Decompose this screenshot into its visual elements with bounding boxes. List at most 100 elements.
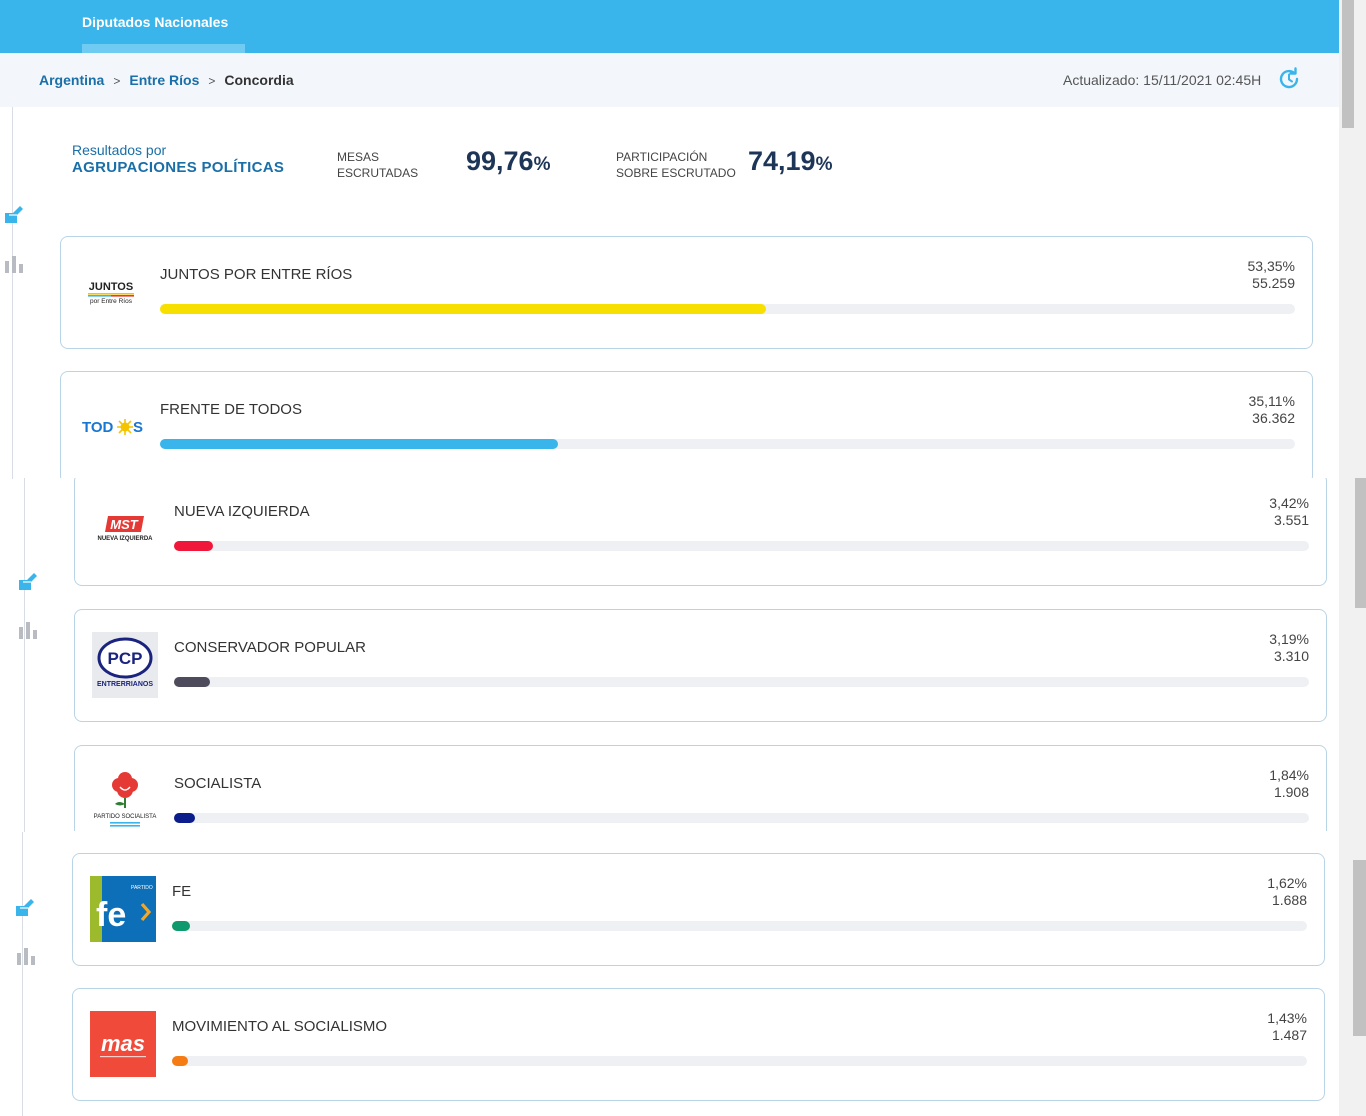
party-percent: 3,42% xyxy=(1269,495,1309,511)
bar-chart-icon[interactable] xyxy=(17,619,39,641)
party-card[interactable]: MST NUEVA IZQUIERDA NUEVA IZQUIERDA 3,42… xyxy=(74,478,1327,586)
party-result: 53,35% 55.259 xyxy=(1248,258,1295,292)
party-votes: 3.551 xyxy=(1273,512,1309,528)
party-votes: 36.362 xyxy=(1252,410,1295,426)
tab-active-indicator xyxy=(82,44,245,53)
logo-text: mas xyxy=(101,1031,145,1056)
scrollbar-thumb[interactable] xyxy=(1355,478,1366,608)
party-result: 3,19% 3.310 xyxy=(1269,631,1309,665)
breadcrumb-argentina[interactable]: Argentina xyxy=(39,72,105,88)
breadcrumb-separator: > xyxy=(113,74,121,88)
mesas-label-line1: MESAS xyxy=(337,150,380,164)
bar-chart-icon[interactable] xyxy=(15,945,37,967)
card-clip: PARTIDO SOCIALISTA SOCIALISTA 1,84% 1.90… xyxy=(70,740,1332,831)
scrollbar-thumb[interactable] xyxy=(1353,860,1366,1036)
pcp-logo-icon: PCP ENTRERRIANOS xyxy=(92,632,158,698)
ballot-box-icon[interactable] xyxy=(3,203,25,225)
result-bar-fill xyxy=(174,677,211,687)
party-result: 1,43% 1.487 xyxy=(1267,1010,1307,1044)
percent-sign: % xyxy=(815,154,833,175)
mesas-value-number: 99,76 xyxy=(466,146,534,176)
refresh-icon[interactable] xyxy=(1276,66,1302,92)
results-heading-line1: Resultados por xyxy=(72,142,167,158)
breadcrumb-bar: Argentina > Entre Ríos > Concordia Actualiza… xyxy=(0,53,1339,107)
party-result: 3,42% 3.551 xyxy=(1269,495,1309,529)
timeline-line xyxy=(24,478,25,832)
party-card[interactable]: mas MOVIMIENTO AL SOCIALISMO 1,43% 1.487 xyxy=(72,988,1325,1101)
breadcrumb: Argentina > Entre Ríos > Concordia xyxy=(39,72,294,88)
breadcrumb-current: Concordia xyxy=(224,72,294,88)
result-bar-track xyxy=(160,439,1295,449)
participacion-value-number: 74,19 xyxy=(748,146,816,176)
party-votes: 1.688 xyxy=(1271,892,1307,908)
party-card[interactable]: PCP ENTRERRIANOS CONSERVADOR POPULAR 3,1… xyxy=(74,609,1327,722)
participacion-label: PARTICIPACIÓN SOBRE ESCRUTADO xyxy=(616,149,736,181)
party-name: JUNTOS POR ENTRE RÍOS xyxy=(160,266,353,283)
results-heading-line2: AGRUPACIONES POLÍTICAS xyxy=(72,159,285,176)
party-result: 1,62% 1.688 xyxy=(1267,875,1307,909)
result-bar-fill xyxy=(174,813,195,823)
result-bar-track xyxy=(174,541,1309,551)
tab-diputados-nacionales[interactable]: Diputados Nacionales xyxy=(82,0,245,53)
svg-text:S: S xyxy=(133,419,143,436)
logo-subtext: NUEVA IZQUIERDA xyxy=(97,536,153,542)
results-heading: Resultados por AGRUPACIONES POLÍTICAS xyxy=(72,142,284,176)
party-percent: 1,43% xyxy=(1267,1010,1307,1026)
result-bar-track xyxy=(174,677,1309,687)
party-percent: 35,11% xyxy=(1248,393,1295,409)
party-name: CONSERVADOR POPULAR xyxy=(174,639,366,656)
participacion-label-line2: SOBRE ESCRUTADO xyxy=(616,166,736,180)
scrollbar-thumb[interactable] xyxy=(1342,0,1354,128)
ballot-box-icon[interactable] xyxy=(14,896,36,918)
result-bar-track xyxy=(172,921,1307,931)
bar-chart-icon[interactable] xyxy=(3,253,25,275)
timeline-line xyxy=(12,107,13,479)
party-card[interactable]: JUNTOS por Entre Ríos JUNTOS POR ENTRE R… xyxy=(60,236,1313,349)
result-bar-track xyxy=(160,304,1295,314)
party-result: 35,11% 36.362 xyxy=(1249,393,1295,427)
result-bar-track xyxy=(174,813,1309,823)
party-name: MOVIMIENTO AL SOCIALISMO xyxy=(172,1018,388,1035)
party-percent: 3,19% xyxy=(1269,631,1309,647)
party-percent: 53,35% xyxy=(1247,258,1295,274)
party-votes: 55.259 xyxy=(1252,275,1295,291)
party-votes: 3.310 xyxy=(1273,648,1309,664)
svg-text:TOD: TOD xyxy=(82,419,114,436)
ballot-box-icon[interactable] xyxy=(17,570,39,592)
mesas-label: MESAS ESCRUTADAS xyxy=(337,149,418,181)
result-bar-fill xyxy=(172,1056,189,1066)
party-name: SOCIALISTA xyxy=(174,775,262,792)
tab-label: Diputados Nacionales xyxy=(82,14,229,30)
juntos-logo-icon: JUNTOS por Entre Ríos xyxy=(88,281,134,305)
logo-text: PCP xyxy=(108,649,143,668)
todos-logo-icon: TOD S xyxy=(82,419,143,436)
result-bar-fill xyxy=(172,921,191,931)
result-bar-fill xyxy=(160,439,559,449)
breadcrumb-entre-rios[interactable]: Entre Ríos xyxy=(129,72,200,88)
card-clip: MST NUEVA IZQUIERDA NUEVA IZQUIERDA 3,42… xyxy=(70,478,1332,590)
result-bar-fill xyxy=(160,304,766,314)
result-bar-fill xyxy=(174,541,213,551)
breadcrumb-separator: > xyxy=(208,74,216,88)
logo-subtext: PARTIDO SOCIALISTA xyxy=(94,814,157,820)
party-percent: 1,62% xyxy=(1267,875,1307,891)
logo-subtext: PARTIDO xyxy=(131,885,153,891)
party-card[interactable]: TOD S FRENTE DE TODOS 35,11% 36.362 xyxy=(60,371,1313,478)
logo-text: MST xyxy=(110,517,139,532)
logo-subtext: por Entre Ríos xyxy=(90,298,133,305)
rose-logo-icon: PARTIDO SOCIALISTA xyxy=(94,772,157,827)
party-card[interactable]: PARTIDO fe FE 1,62% 1.688 xyxy=(72,853,1325,966)
result-bar-track xyxy=(172,1056,1307,1066)
party-result: 1,84% 1.908 xyxy=(1269,767,1309,801)
participacion-value: 74,19% xyxy=(748,146,832,177)
party-card[interactable]: PARTIDO SOCIALISTA SOCIALISTA 1,84% 1.90… xyxy=(74,745,1327,831)
mas-logo-icon: mas xyxy=(90,1011,156,1077)
party-percent: 1,84% xyxy=(1269,767,1309,783)
party-votes: 1.487 xyxy=(1271,1027,1307,1043)
card-clip: TOD S FRENTE DE TODOS 35,11% 36.362 xyxy=(55,365,1325,478)
mesas-label-line2: ESCRUTADAS xyxy=(337,166,419,180)
percent-sign: % xyxy=(533,154,551,175)
logo-text: fe xyxy=(96,896,126,934)
participacion-label-line1: PARTICIPACIÓN xyxy=(616,150,708,164)
fe-logo-icon: PARTIDO fe xyxy=(90,876,156,942)
